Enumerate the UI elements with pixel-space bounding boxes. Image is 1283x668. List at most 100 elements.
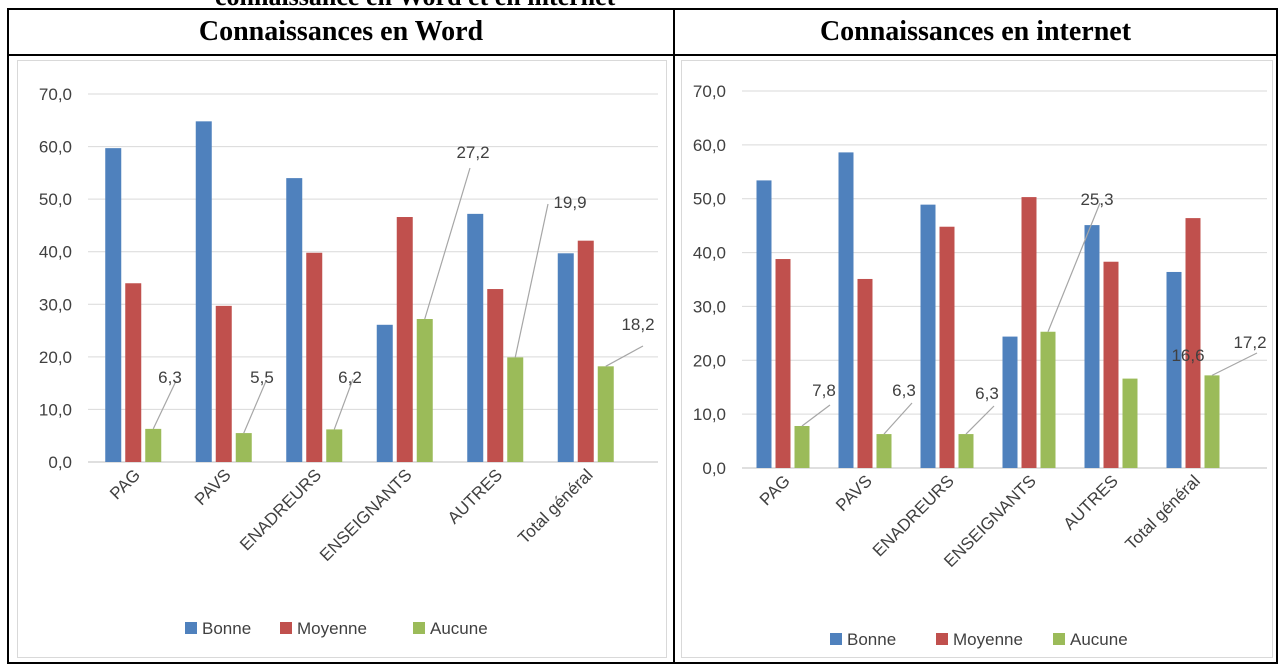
y-tick-label: 50,0 — [39, 190, 72, 209]
header-divider — [9, 54, 1276, 56]
y-tick-label: 10,0 — [39, 400, 72, 419]
data-label: 6,3 — [892, 381, 916, 400]
bar-bonne — [920, 204, 936, 469]
data-label: 27,2 — [456, 143, 489, 162]
y-tick-label: 70,0 — [39, 85, 72, 104]
data-label: 19,9 — [553, 193, 586, 212]
y-tick-label: 50,0 — [693, 190, 726, 209]
y-tick-label: 10,0 — [693, 405, 726, 424]
bar-moyenne — [1021, 197, 1037, 468]
data-label: 17,2 — [1233, 333, 1266, 352]
leader-line — [243, 380, 267, 434]
bar-bonne — [756, 180, 772, 468]
bar-aucune — [794, 425, 810, 468]
y-tick-label: 20,0 — [39, 348, 72, 367]
bar-aucune — [507, 357, 524, 462]
bar-bonne — [467, 213, 484, 462]
bar-moyenne — [215, 305, 232, 462]
y-tick-label: 0,0 — [48, 453, 72, 472]
bar-moyenne — [306, 252, 323, 462]
data-label: 6,2 — [338, 368, 362, 387]
x-category-label: PAVS — [832, 471, 876, 515]
leader-line — [1211, 352, 1258, 376]
data-label: 5,5 — [250, 368, 274, 387]
leader-line — [152, 380, 177, 430]
bar-bonne — [1166, 271, 1182, 468]
legend-label-aucune: Aucune — [430, 619, 488, 638]
y-tick-label: 30,0 — [39, 295, 72, 314]
legend-swatch-aucune — [1053, 633, 1065, 645]
bar-bonne — [557, 253, 574, 462]
x-category-label: ENSEIGNANTS — [316, 465, 416, 565]
word-chart-frame: 0,0 10,0 20,0 30,0 40,0 50,0 60,0 70,0 PAG PAVS EN… — [17, 60, 667, 658]
x-category-label: AUTRES — [444, 465, 506, 527]
bar-aucune — [1122, 378, 1138, 468]
leader-line — [965, 405, 995, 435]
bar-bonne — [838, 152, 854, 468]
y-tick-label: 20,0 — [693, 351, 726, 370]
bar-moyenne — [775, 259, 791, 468]
word-panel-title: Connaissances en Word — [198, 16, 484, 47]
y-tick-label: 70,0 — [693, 82, 726, 101]
internet-chart-frame: 0,0 10,0 20,0 30,0 40,0 50,0 60,0 70,0 PAG PAVS EN… — [681, 60, 1273, 658]
y-tick-label: 40,0 — [39, 243, 72, 262]
legend-label-aucune: Aucune — [1070, 630, 1128, 649]
leader-line — [514, 203, 549, 358]
bar-aucune — [326, 429, 343, 462]
x-category-label: ENADREURS — [869, 471, 958, 560]
legend-label-bonne: Bonne — [847, 630, 896, 649]
y-tick-label: 60,0 — [39, 138, 72, 157]
legend-swatch-aucune — [413, 622, 425, 634]
bar-bonne — [286, 178, 303, 462]
bar-aucune — [597, 366, 614, 462]
page-title: connaissance en Word et en internet — [215, 0, 615, 10]
legend-swatch-bonne — [830, 633, 842, 645]
y-tick-label: 60,0 — [693, 136, 726, 155]
bar-bonne — [376, 324, 393, 462]
bar-bonne — [1002, 336, 1018, 468]
leader-line — [333, 378, 354, 430]
bar-bonne — [195, 121, 212, 462]
column-divider — [673, 10, 675, 662]
data-label: 25,3 — [1080, 190, 1113, 209]
legend-swatch-bonne — [185, 622, 197, 634]
bar-moyenne — [125, 283, 142, 462]
x-category-label: ENADREURS — [236, 465, 325, 554]
bar-aucune — [1204, 375, 1220, 468]
legend-label-moyenne: Moyenne — [297, 619, 367, 638]
leader-line — [1047, 202, 1101, 332]
bar-aucune — [416, 319, 433, 462]
data-label: 16,6 — [1171, 346, 1204, 365]
bar-moyenne — [1185, 218, 1201, 468]
data-label: 18,2 — [621, 315, 654, 334]
bar-aucune — [1040, 331, 1056, 468]
bar-bonne — [105, 148, 122, 463]
y-tick-label: 30,0 — [693, 297, 726, 316]
bar-aucune — [145, 428, 162, 462]
bar-aucune — [235, 433, 252, 462]
legend-swatch-moyenne — [280, 622, 292, 634]
legend-label-bonne: Bonne — [202, 619, 251, 638]
bar-moyenne — [487, 289, 504, 462]
bar-moyenne — [1103, 261, 1119, 468]
y-tick-label: 0,0 — [702, 459, 726, 478]
legend-swatch-moyenne — [936, 633, 948, 645]
internet-chart: 0,0 10,0 20,0 30,0 40,0 50,0 60,0 70,0 PAG PAVSEN… — [693, 82, 1267, 649]
leader-line — [801, 404, 831, 427]
bar-aucune — [958, 434, 974, 468]
data-label: 6,3 — [975, 384, 999, 403]
internet-panel-title: Connaissances en internet — [819, 16, 1132, 47]
leader-line — [605, 345, 644, 367]
x-category-label: PAG — [106, 465, 144, 503]
bar-aucune — [876, 434, 892, 468]
bar-bonne — [1084, 225, 1100, 468]
x-category-label: AUTRES — [1060, 471, 1122, 533]
y-tick-label: 40,0 — [693, 244, 726, 263]
x-category-label: PAG — [756, 471, 794, 509]
bar-moyenne — [577, 240, 594, 462]
x-category-label: PAVS — [191, 465, 235, 509]
data-label: 7,8 — [812, 381, 836, 400]
bar-moyenne — [857, 278, 873, 468]
leader-line — [883, 402, 913, 435]
